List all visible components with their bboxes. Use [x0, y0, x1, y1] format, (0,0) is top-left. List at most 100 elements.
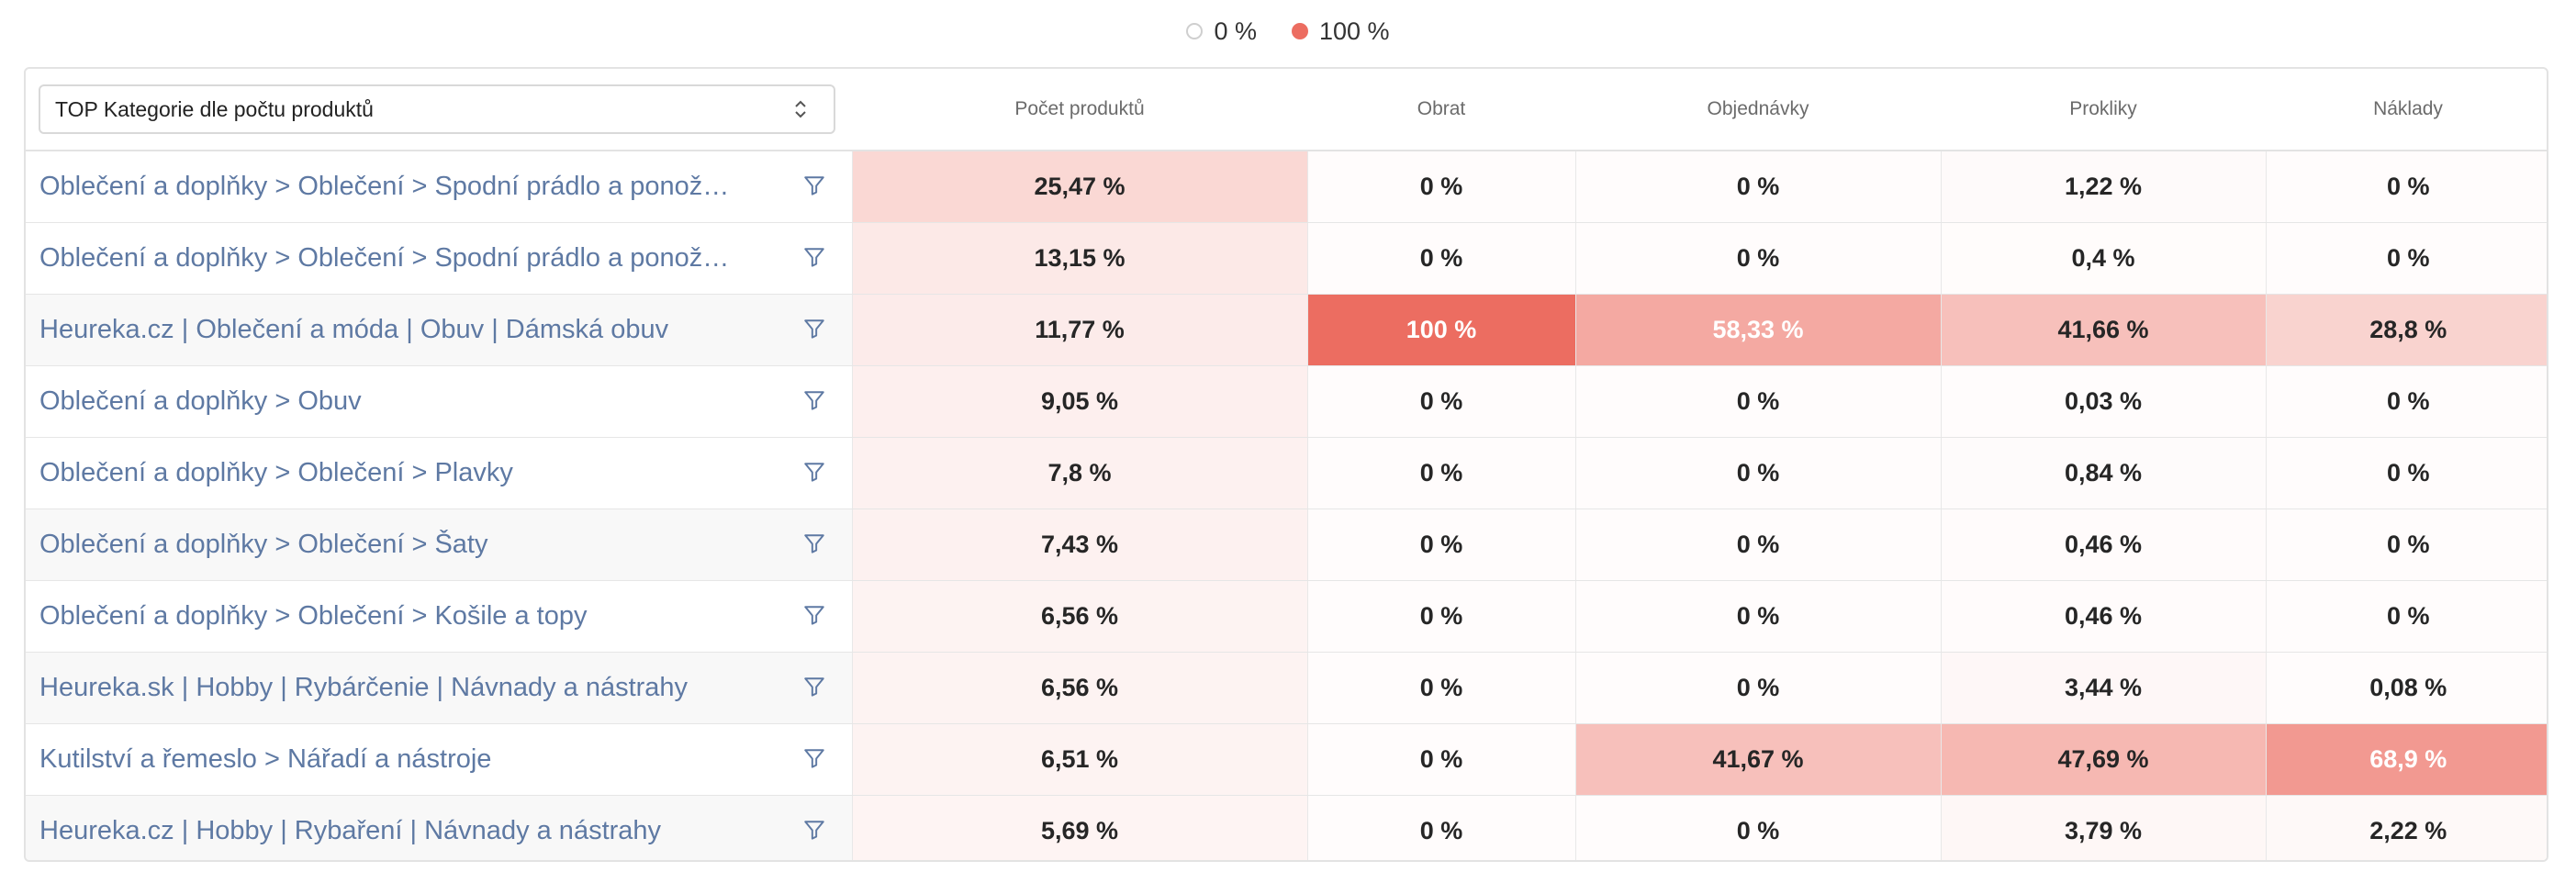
filter-icon[interactable]: [802, 316, 826, 340]
heatmap-cell: 0,4 %: [1940, 222, 2266, 295]
category-link[interactable]: Oblečení a doplňky > Oblečení > Košile a…: [39, 601, 588, 631]
heatmap-cell: 6,51 %: [851, 723, 1307, 796]
table-row: Oblečení a doplňky > Oblečení > Šaty 7,4…: [26, 509, 2547, 581]
category-cell: Oblečení a doplňky > Oblečení > Košile a…: [26, 580, 852, 653]
heatmap-cell: 0 %: [1306, 723, 1575, 796]
heatmap-cell: 7,43 %: [851, 509, 1307, 581]
heatmap-cell: 5,69 %: [851, 795, 1307, 860]
heatmap-cell: 6,56 %: [851, 580, 1307, 653]
table-row: Kutilství a řemeslo > Nářadí a nástroje …: [26, 723, 2547, 796]
heatmap-cell: 0 %: [1574, 222, 1941, 295]
category-link[interactable]: Kutilství a řemeslo > Nářadí a nástroje: [39, 744, 492, 774]
category-link[interactable]: Oblečení a doplňky > Oblečení > Plavky: [39, 458, 513, 487]
category-cell: Heureka.sk | Hobby | Rybárčenie | Návnad…: [26, 652, 852, 724]
category-dimension-select[interactable]: TOP Kategorie dle počtu produktů: [39, 84, 835, 134]
column-header-pocet-produktu[interactable]: Počet produktů: [852, 69, 1307, 151]
heatmap-table-card: TOP Kategorie dle počtu produktů Počet p…: [24, 67, 2548, 862]
heatmap-cell: 0 %: [1306, 437, 1575, 509]
category-link[interactable]: Oblečení a doplňky > Oblečení > Spodní p…: [39, 172, 737, 201]
category-link[interactable]: Heureka.cz | Oblečení a móda | Obuv | Dá…: [39, 315, 669, 344]
category-link[interactable]: Oblečení a doplňky > Oblečení > Šaty: [39, 530, 488, 559]
category-cell: Oblečení a doplňky > Obuv: [26, 365, 852, 438]
category-cell: Heureka.cz | Hobby | Rybaření | Návnady …: [26, 795, 852, 860]
heatmap-cell: 0 %: [2265, 509, 2547, 581]
heatmap-cell: 47,69 %: [1940, 723, 2266, 796]
heatmap-cell: 3,44 %: [1940, 652, 2266, 724]
category-link[interactable]: Oblečení a doplňky > Oblečení > Spodní p…: [39, 243, 737, 273]
heatmap-cell: 41,66 %: [1940, 294, 2266, 366]
heatmap-cell: 0,08 %: [2265, 652, 2547, 724]
heatmap-cell: 0 %: [1306, 652, 1575, 724]
heatmap-cell: 13,15 %: [851, 222, 1307, 295]
heatmap-cell: 0 %: [1306, 580, 1575, 653]
category-link[interactable]: Heureka.sk | Hobby | Rybárčenie | Návnad…: [39, 673, 689, 702]
header-select-cell: TOP Kategorie dle počtu produktů: [26, 69, 852, 151]
category-link[interactable]: Oblečení a doplňky > Obuv: [39, 386, 362, 416]
legend-min-swatch: [1186, 23, 1204, 39]
table-row: Heureka.cz | Oblečení a móda | Obuv | Dá…: [26, 294, 2547, 366]
category-link[interactable]: Heureka.cz | Hobby | Rybaření | Návnady …: [39, 816, 662, 845]
table-row: Oblečení a doplňky > Obuv 9,05 % 0 % 0 %…: [26, 365, 2547, 438]
heatmap-cell: 0 %: [1306, 365, 1575, 438]
category-cell: Oblečení a doplňky > Oblečení > Šaty: [26, 509, 852, 581]
select-value: TOP Kategorie dle počtu produktů: [55, 96, 374, 121]
chevron-up-down-icon: [795, 100, 806, 118]
legend-max-label: 100 %: [1318, 17, 1390, 45]
heatmap-cell: 0 %: [1574, 795, 1941, 860]
heatmap-cell: 0 %: [1574, 151, 1941, 223]
category-cell: Oblečení a doplňky > Oblečení > Plavky: [26, 437, 852, 509]
heatmap-cell: 0 %: [1574, 652, 1941, 724]
column-header-naklady[interactable]: Náklady: [2266, 69, 2547, 151]
legend-item-min: 0 %: [1186, 17, 1257, 46]
heatmap-cell: 3,79 %: [1940, 795, 2266, 860]
heatmap-cell: 100 %: [1306, 294, 1575, 366]
heatmap-cell: 0 %: [2265, 580, 2547, 653]
filter-icon[interactable]: [802, 602, 826, 626]
filter-icon[interactable]: [802, 459, 826, 483]
heatmap-cell: 0 %: [1574, 437, 1941, 509]
heatmap-cell: 25,47 %: [851, 151, 1307, 223]
heatmap-cell: 0,46 %: [1940, 580, 2266, 653]
heatmap-cell: 0 %: [2265, 222, 2547, 295]
heatmap-cell: 0 %: [2265, 365, 2547, 438]
heatmap-cell: 0,03 %: [1940, 365, 2266, 438]
filter-icon[interactable]: [802, 531, 826, 554]
heatmap-cell: 0 %: [2265, 151, 2547, 223]
category-cell: Oblečení a doplňky > Oblečení > Spodní p…: [26, 222, 852, 295]
heatmap-cell: 0 %: [1306, 222, 1575, 295]
heatmap-cell: 41,67 %: [1574, 723, 1941, 796]
legend-min-label: 0 %: [1214, 17, 1257, 45]
filter-icon[interactable]: [802, 674, 826, 698]
legend-item-max: 100 %: [1291, 17, 1390, 46]
legend: 0 % 100 %: [0, 13, 2576, 50]
table-row: Oblečení a doplňky > Oblečení > Spodní p…: [26, 222, 2547, 295]
heatmap-cell: 0,46 %: [1940, 509, 2266, 581]
filter-icon[interactable]: [802, 244, 826, 268]
heatmap-cell: 0 %: [1574, 365, 1941, 438]
table-row: Oblečení a doplňky > Oblečení > Košile a…: [26, 580, 2547, 653]
heatmap-cell: 7,8 %: [851, 437, 1307, 509]
heatmap-cell: 0 %: [2265, 437, 2547, 509]
table-row: Heureka.cz | Hobby | Rybaření | Návnady …: [26, 795, 2547, 860]
filter-icon[interactable]: [802, 173, 826, 196]
heatmap-cell: 9,05 %: [851, 365, 1307, 438]
filter-icon[interactable]: [802, 817, 826, 841]
heatmap-cell: 0,84 %: [1940, 437, 2266, 509]
heatmap-cell: 0 %: [1306, 151, 1575, 223]
heatmap-cell: 2,22 %: [2265, 795, 2547, 860]
filter-icon[interactable]: [802, 387, 826, 411]
column-header-obrat[interactable]: Obrat: [1307, 69, 1575, 151]
table-header-row: TOP Kategorie dle počtu produktů Počet p…: [26, 69, 2547, 151]
filter-icon[interactable]: [802, 745, 826, 769]
heatmap-cell: 58,33 %: [1574, 294, 1941, 366]
heatmap-cell: 68,9 %: [2265, 723, 2547, 796]
heatmap-cell: 0 %: [1574, 580, 1941, 653]
column-header-prokliky[interactable]: Prokliky: [1941, 69, 2266, 151]
heatmap-cell: 6,56 %: [851, 652, 1307, 724]
category-cell: Oblečení a doplňky > Oblečení > Spodní p…: [26, 151, 852, 223]
category-cell: Heureka.cz | Oblečení a móda | Obuv | Dá…: [26, 294, 852, 366]
column-header-objednavky[interactable]: Objednávky: [1575, 69, 1941, 151]
heatmap-cell: 28,8 %: [2265, 294, 2547, 366]
heatmap-table: TOP Kategorie dle počtu produktů Počet p…: [26, 69, 2547, 860]
heatmap-cell: 1,22 %: [1940, 151, 2266, 223]
